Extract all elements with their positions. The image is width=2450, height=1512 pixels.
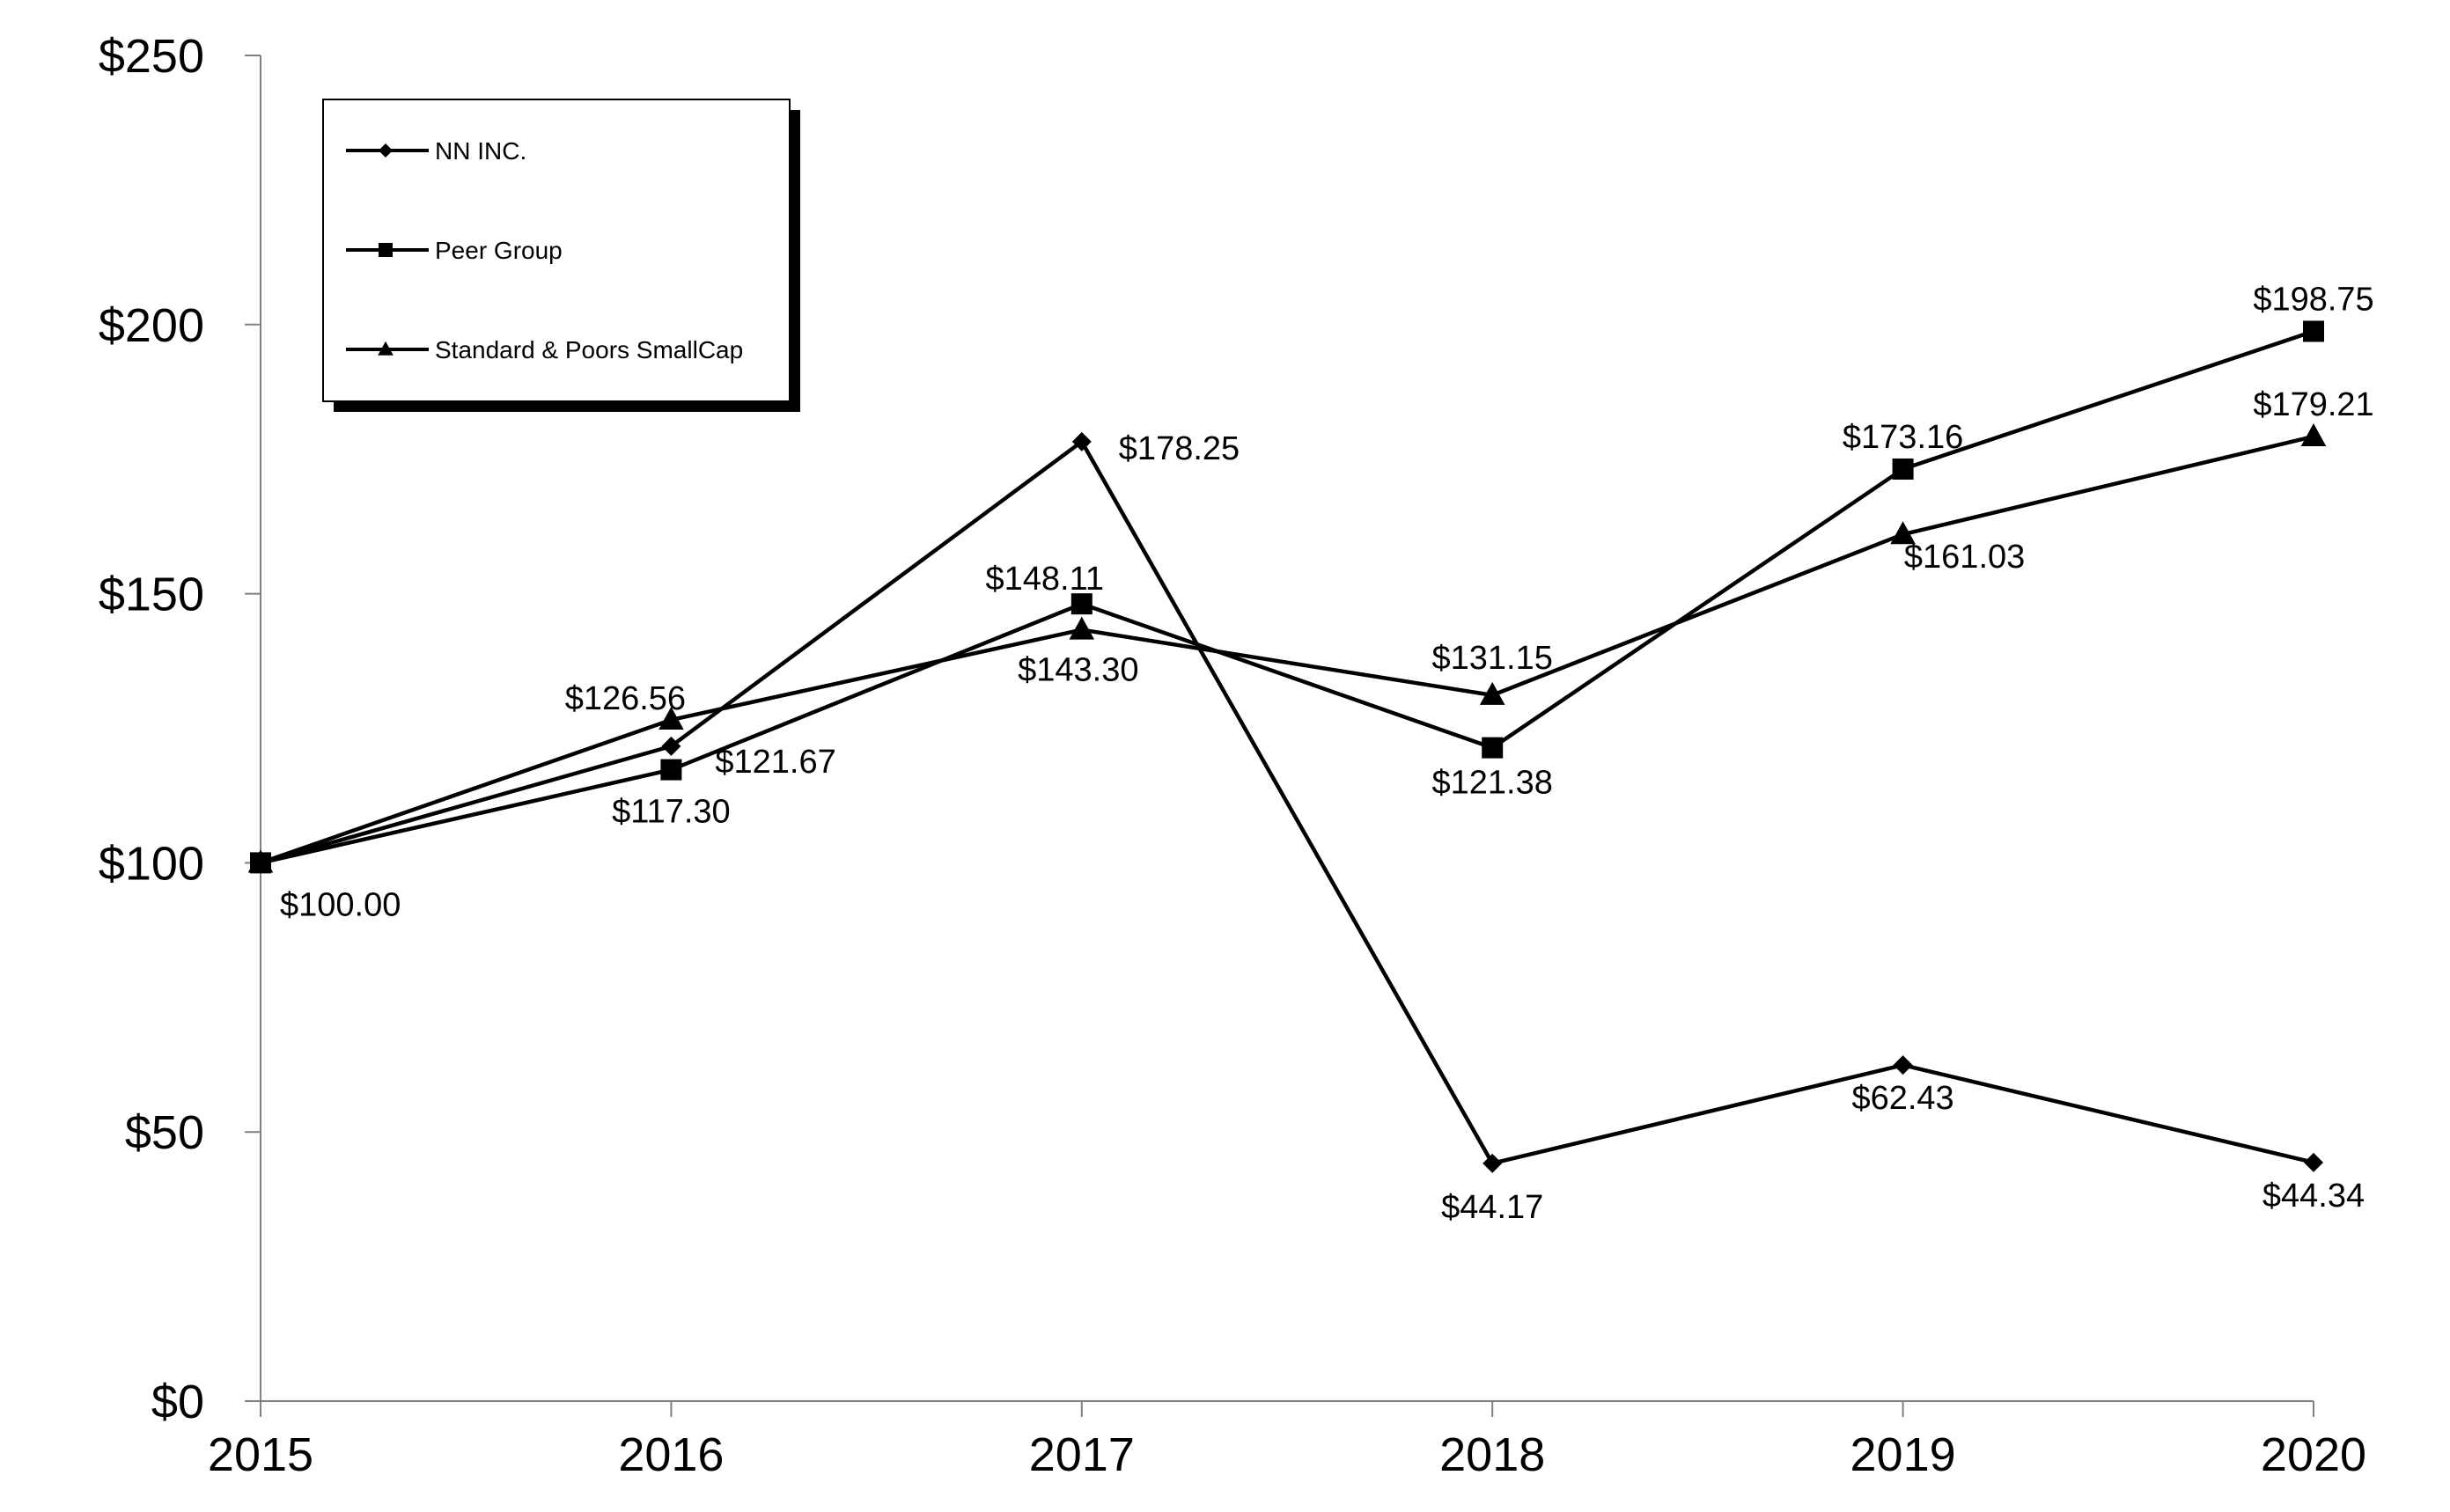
series-line-1 <box>260 329 2314 865</box>
x-tick-label: 2018 <box>1439 1428 1545 1481</box>
data-label: $44.17 <box>1441 1189 1543 1226</box>
x-tick-label: 2020 <box>2261 1428 2366 1481</box>
series-line-2 <box>260 434 2314 865</box>
data-label: $121.38 <box>1432 765 1553 802</box>
series-markers <box>247 320 2327 1173</box>
data-label: $179.21 <box>2253 386 2373 423</box>
data-label: $131.15 <box>1432 640 1553 677</box>
data-label: $100.00 <box>280 886 401 923</box>
data-point-triangle <box>1069 616 1095 640</box>
x-tick-label: 2019 <box>1850 1428 1956 1481</box>
y-tick-label: $150 <box>99 569 204 621</box>
legend-entry: NN INC. <box>435 137 526 165</box>
y-tick-label: $100 <box>99 837 204 890</box>
legend-marker-diamond <box>379 143 393 158</box>
x-tick-label: 2017 <box>1029 1428 1135 1481</box>
series-lines <box>260 329 2314 1166</box>
data-label: $198.75 <box>2253 281 2373 318</box>
data-point-diamond <box>2304 1152 2323 1172</box>
legend-entry: Peer Group <box>435 237 563 264</box>
data-label: $44.34 <box>2262 1178 2365 1215</box>
data-label: $173.16 <box>1843 419 1963 456</box>
data-label: $126.56 <box>565 680 686 717</box>
data-point-square <box>1482 737 1504 759</box>
data-point-triangle <box>247 849 274 873</box>
data-point-triangle <box>658 707 684 730</box>
data-label: $121.67 <box>715 744 835 781</box>
data-label: $117.30 <box>612 794 731 831</box>
legend-marker-square <box>379 243 393 257</box>
y-tick-label: $0 <box>151 1376 204 1428</box>
data-label: $143.30 <box>1018 652 1138 689</box>
data-label: $161.03 <box>1904 539 2025 576</box>
axes: $0 $50 $100 $150 $200 $250 2015 2016 2017 2018 201… <box>99 30 2366 1481</box>
x-tick-label: 2016 <box>618 1428 724 1481</box>
data-point-triangle <box>2300 423 2327 447</box>
data-point-square <box>1892 458 1914 480</box>
y-tick-label: $250 <box>99 30 204 83</box>
data-point-diamond <box>1893 1055 1913 1075</box>
legend: NN INC. Peer Group Standard & Poors SmallC… <box>322 99 800 412</box>
data-point-triangle <box>1479 681 1505 705</box>
series-line-0 <box>260 439 2314 1166</box>
data-label: $178.25 <box>1119 430 1240 467</box>
data-labels: $100.00 $121.67 $178.25 $44.17 $62.43 $44.34 $… <box>280 281 2374 1225</box>
y-tick-label: $200 <box>99 299 204 352</box>
y-tick-label: $50 <box>125 1106 204 1159</box>
x-tick-label: 2015 <box>208 1428 313 1481</box>
data-point-diamond <box>661 736 681 756</box>
data-point-square <box>2303 320 2324 342</box>
data-point-diamond <box>1483 1153 1503 1173</box>
data-label: $62.43 <box>1851 1080 1953 1117</box>
data-label: $148.11 <box>986 561 1105 598</box>
data-point-square <box>660 759 682 781</box>
legend-entry: Standard & Poors SmallCap <box>435 336 743 363</box>
data-point-square <box>1070 593 1093 615</box>
data-point-diamond <box>1071 431 1092 451</box>
legend-marker-triangle <box>378 341 394 356</box>
data-point-triangle <box>1890 521 1916 545</box>
